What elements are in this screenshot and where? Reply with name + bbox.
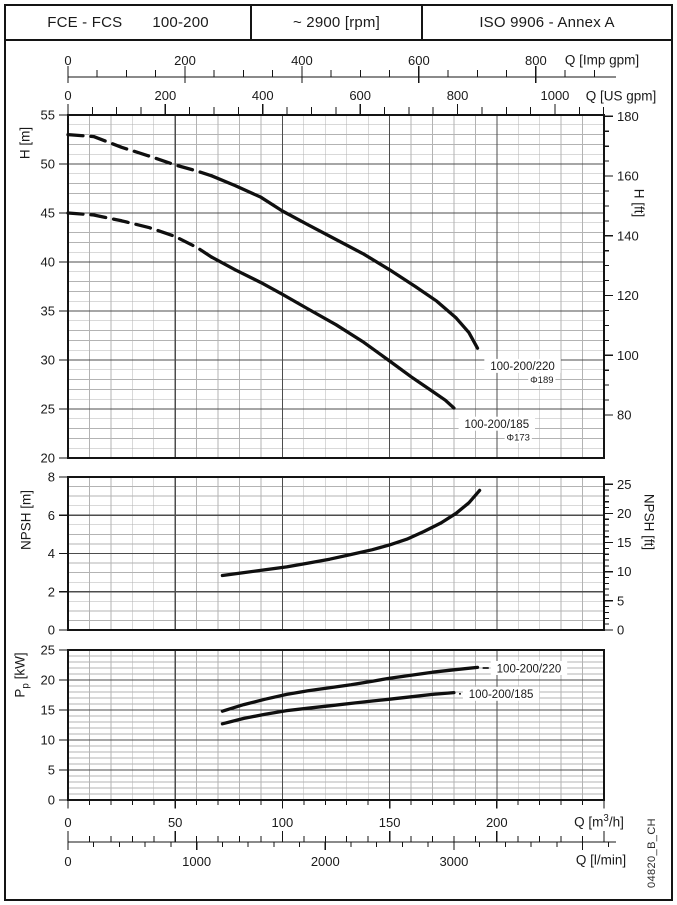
head-m-axis-title: H [m] [17,126,33,160]
lmin-tick-label: 2000 [311,854,340,869]
pump-series: FCE - FCS [47,14,123,31]
right-tick-label: 120 [617,288,639,303]
power-title-main: P [12,688,28,698]
us-tick-label: 400 [252,88,274,103]
y-tick-label: 20 [41,451,55,466]
header: FCE - FCS 100-200 ~ 2900 [rpm] ISO 9906 … [4,4,673,41]
imp-tick-label: 0 [64,53,71,68]
annotation-bg [504,431,532,443]
curve-label: 100-200/185 [469,689,534,701]
us-tick-label: 600 [349,88,371,103]
m3h-title-sup: 3 [603,812,609,824]
y-tick-label: 2 [48,584,55,599]
curve-label: 100-200/185 [465,419,530,431]
right-tick-label: 160 [617,169,639,184]
y-tick-label: 4 [48,546,55,561]
header-cell-pump: FCE - FCS 100-200 [6,6,252,39]
y-tick-label: 10 [41,733,55,748]
y-tick-label: 0 [48,793,55,808]
y-tick-label: 45 [41,206,55,221]
y-tick-label: 8 [48,470,55,485]
annotation-bg [528,374,556,386]
header-cell-speed: ~ 2900 [rpm] [252,6,423,39]
curve-label: Φ173 [507,433,530,444]
curve-dashed-100-200/220 [66,132,214,178]
power-title-end: [kW] [12,652,28,684]
y-tick-label: 25 [41,402,55,417]
m3h-tick-label: 200 [486,815,508,830]
y-tick-label: 0 [48,623,55,638]
m3h-tick-label: 0 [64,815,71,830]
right-tick-label: 20 [617,506,631,521]
us-tick-label: 1000 [540,88,569,103]
header-cell-standard: ISO 9906 - Annex A [423,6,671,39]
annotation-bg [462,686,540,701]
right-tick-label: 0 [617,623,624,638]
document-code: 04820_B_CH [646,817,658,889]
right-tick-label: 10 [617,564,631,579]
y-tick-label: 20 [41,673,55,688]
curve-dashed-100-200/185 [66,211,214,259]
right-tick-label: 180 [617,109,639,124]
right-tick-label: 80 [617,408,631,423]
m3h-axis-title: Q [m3/h] [573,812,625,830]
m3h-tick-label: 150 [379,815,401,830]
curve-100-200/220 [209,174,480,350]
power-axis-title: Pp [kW] [13,652,32,697]
y-tick-label: 5 [48,763,55,778]
lmin-tick-label: 1000 [182,854,211,869]
curve-label: 100-200/220 [490,361,555,373]
imp-tick-label: 400 [291,53,313,68]
y-tick-label: 40 [41,255,55,270]
y-tick-label: 15 [41,703,55,718]
right-tick-label: 140 [617,228,639,243]
us-tick-label: 200 [155,88,177,103]
lmin-tick-label: 0 [64,854,71,869]
right-tick-label: 5 [617,593,624,608]
us-tick-label: 0 [64,88,71,103]
lmin-axis-title: Q [l/min] [574,852,628,868]
imp-gpm-axis-title: Q [Imp gpm] [563,52,641,68]
pump-size: 100-200 [152,14,209,31]
y-tick-label: 30 [41,353,55,368]
imp-tick-label: 200 [174,53,196,68]
curve-100-200/185 [220,690,456,726]
npsh-ft-axis-title: NPSH [ft] [641,493,657,551]
y-tick-label: 50 [41,157,55,172]
curve-NPSH [220,488,482,578]
right-tick-label: 100 [617,348,639,363]
chart-frame-head [67,114,605,459]
y-tick-label: 55 [41,108,55,123]
y-tick-label: 25 [41,643,55,658]
curve-label: 100-200/220 [497,663,562,675]
imp-tick-label: 600 [408,53,430,68]
annotation-bg [490,661,568,675]
test-standard: ISO 9906 - Annex A [479,14,615,31]
annotation-bg [458,416,535,431]
m3h-title-main: Q [m [574,814,604,830]
curve-label: Φ189 [530,375,553,386]
m3h-tick-label: 50 [168,815,182,830]
imp-tick-label: 800 [525,53,547,68]
right-tick-label: 25 [617,477,631,492]
m3h-tick-label: 100 [272,815,294,830]
chart-frame-power [67,649,605,801]
curve-100-200/220 [220,665,480,713]
npsh-m-axis-title: NPSH [m] [18,489,34,551]
us-gpm-axis-title: Q [US gpm] [584,88,658,104]
curve-100-200/185 [209,255,456,410]
us-tick-label: 800 [447,88,469,103]
m3h-title-end: /h] [608,814,624,830]
annotation-bg [484,358,561,373]
lmin-tick-label: 3000 [439,854,468,869]
head-ft-axis-title: H [ft] [631,188,647,218]
y-tick-label: 35 [41,304,55,319]
pump-speed: ~ 2900 [rpm] [292,14,381,31]
right-tick-label: 15 [617,535,631,550]
power-title-sub: p [20,683,32,689]
y-tick-label: 6 [48,508,55,523]
